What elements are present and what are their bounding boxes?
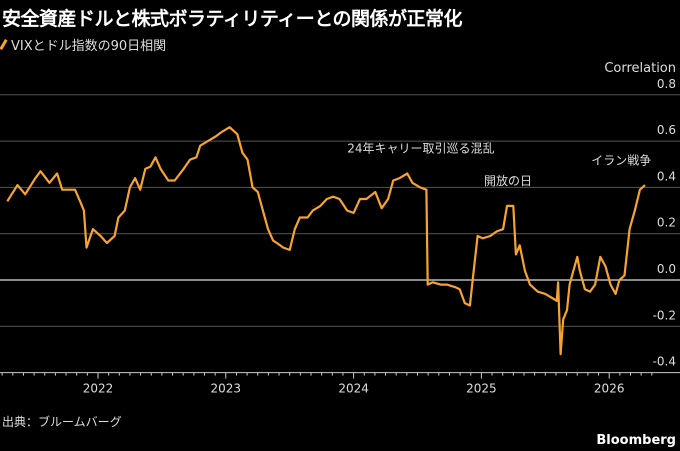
source-note: 出典：ブルームバーグ bbox=[2, 415, 122, 429]
legend: VIXとドル指数の90日相関 bbox=[0, 35, 167, 54]
series-line bbox=[6, 126, 646, 356]
annotation-label: イラン戦争 bbox=[591, 153, 651, 167]
y-tick-label: 0.0 bbox=[657, 262, 676, 276]
y-tick-label: 0.2 bbox=[657, 216, 676, 230]
x-tick-label: 2024 bbox=[338, 382, 369, 396]
legend-label: VIXとドル指数の90日相関 bbox=[11, 39, 167, 54]
y-tick-label: -0.2 bbox=[653, 308, 676, 322]
y-tick-label: 0.4 bbox=[657, 169, 676, 183]
annotation-label: 開放の日 bbox=[484, 173, 532, 188]
chart-title: 安全資産ドルと株式ボラティリティーとの関係が正常化 bbox=[2, 8, 463, 30]
x-tick-label: 2022 bbox=[83, 382, 114, 396]
x-tick-label: 2025 bbox=[466, 382, 497, 396]
annotation-label: 24年キャリー取引巡る混乱 bbox=[347, 142, 494, 156]
x-tick-label: 2026 bbox=[594, 382, 625, 396]
bloomberg-logo: Bloomberg bbox=[596, 433, 676, 448]
y-axis-title: Correlation bbox=[604, 61, 676, 76]
y-tick-label: 0.8 bbox=[657, 77, 676, 91]
y-tick-label: -0.4 bbox=[653, 355, 676, 369]
x-tick-label: 2023 bbox=[211, 382, 242, 396]
y-tick-label: 0.6 bbox=[657, 123, 676, 137]
